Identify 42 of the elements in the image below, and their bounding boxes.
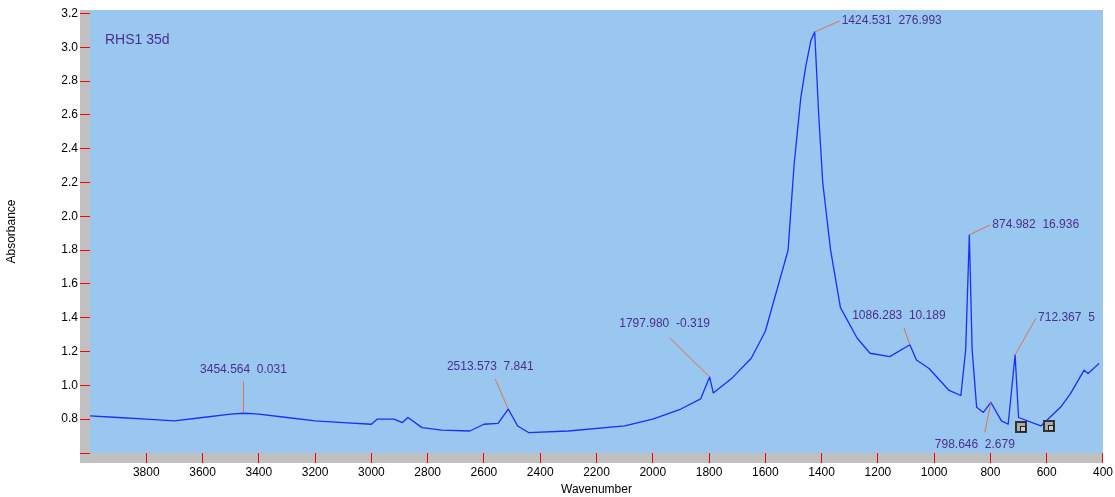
- x-tick-label: 3200: [301, 464, 329, 479]
- annotation: 2513.573 7.841: [446, 359, 534, 374]
- text: RHS1 35d: [105, 30, 170, 47]
- x-tick-label: 600: [1036, 464, 1058, 479]
- annotation: 712.367 5: [1038, 310, 1096, 325]
- x-tick-label: 1600: [751, 464, 779, 479]
- x-axis-title: Wavenumber: [561, 482, 632, 497]
- annotation: 1086.283 10.189: [852, 308, 946, 323]
- y-tick-label: 0.8: [61, 411, 79, 426]
- y-axis-title: Absorbance: [3, 199, 18, 264]
- x-tick-label: 2000: [639, 464, 667, 479]
- y-tick-label: 1.0: [61, 377, 79, 392]
- y-tick-label: 1.8: [61, 242, 79, 257]
- annotation: 1797.980 -0.319: [619, 316, 711, 331]
- x-tick-label: 1800: [695, 464, 723, 479]
- annotation: 798.646 2.679: [934, 436, 1016, 451]
- x-tick-label: 1000: [920, 464, 948, 479]
- x-tick-label: 1200: [864, 464, 892, 479]
- y-tick-label: 3.0: [61, 39, 79, 54]
- x-tick-label: 3400: [245, 464, 273, 479]
- y-tick-label: 2.4: [61, 140, 79, 155]
- y-tick-label: 2.6: [61, 107, 79, 122]
- x-tick-label: 2800: [414, 464, 442, 479]
- y-tick-label: 1.2: [61, 343, 79, 358]
- x-tick-label: 1400: [808, 464, 836, 479]
- y-tick-label: 2.2: [61, 174, 79, 189]
- x-tick-label: 2600: [470, 464, 498, 479]
- x-tick-label: 3000: [358, 464, 386, 479]
- annotation: 874.982 16.936: [992, 217, 1080, 232]
- y-tick-label: 1.4: [61, 310, 79, 325]
- x-tick-label: 2200: [583, 464, 611, 479]
- y-tick-label: 3.2: [61, 5, 79, 20]
- x-tick-label: 800: [980, 464, 1001, 479]
- x-tick-label: 3800: [132, 464, 160, 479]
- annotation: 1424.531 276.993: [841, 13, 943, 28]
- x-tick-label: 3600: [189, 464, 217, 479]
- annotation: 3454.564 0.031: [200, 361, 288, 376]
- x-tick-label: 400: [1092, 464, 1114, 479]
- y-tick-label: 2.0: [61, 208, 79, 223]
- x-tick-label: 2400: [526, 464, 554, 479]
- y-tick-label: 2.8: [61, 73, 79, 88]
- y-tick-label: 1.6: [61, 276, 79, 291]
